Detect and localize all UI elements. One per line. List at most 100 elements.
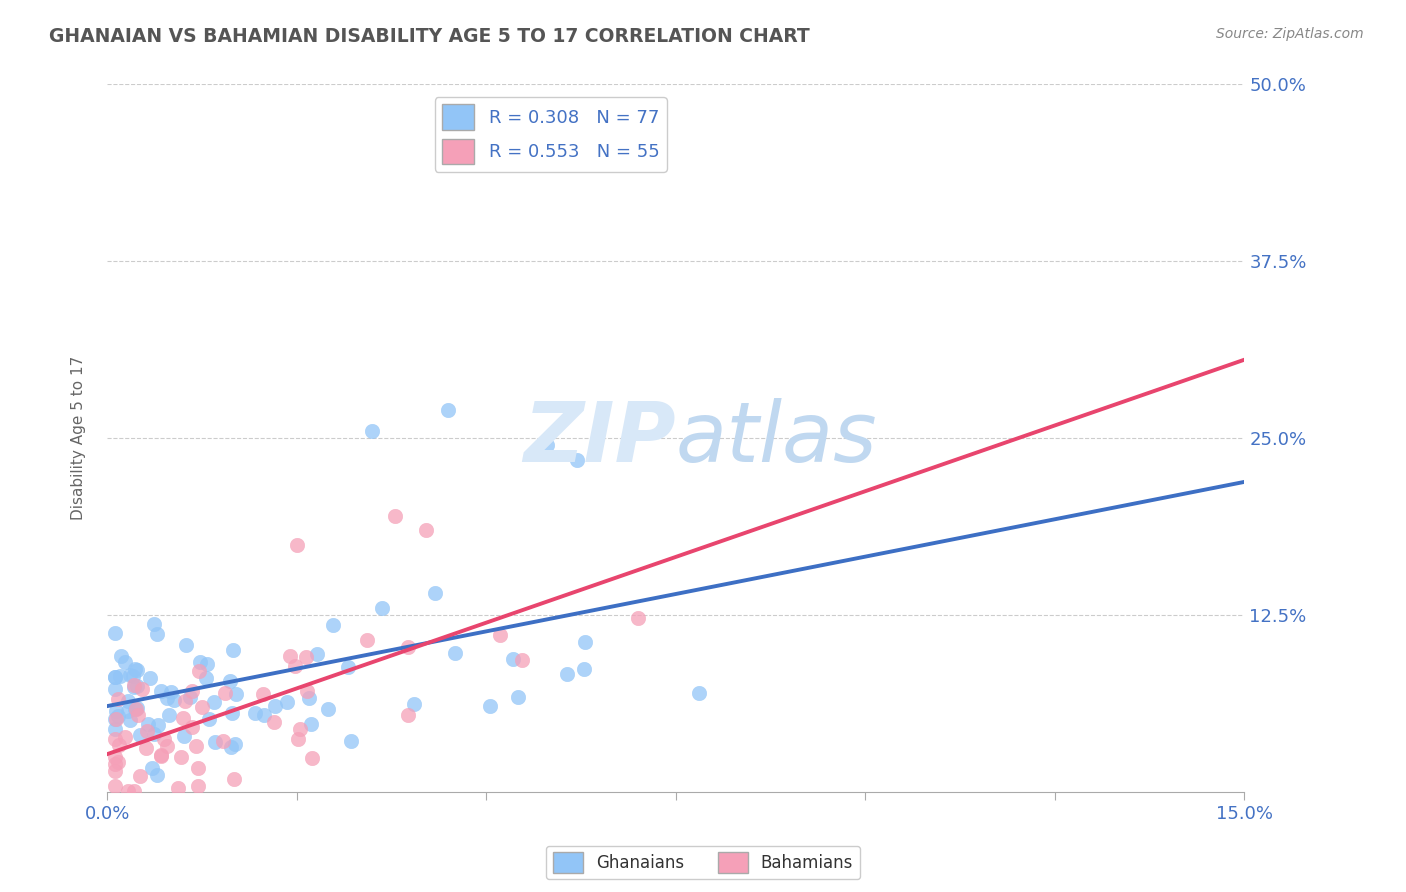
Text: ZIP: ZIP: [523, 398, 676, 479]
Point: [131, 681, 153, 696]
Point: [117, 784, 139, 798]
Point: [222, 772, 245, 786]
Point: [202, 695, 225, 709]
Point: [120, 713, 142, 727]
Point: [322, 618, 344, 632]
Point: [135, 741, 157, 756]
Point: [149, 748, 172, 763]
Point: [110, 649, 132, 664]
Point: [263, 715, 285, 730]
Legend: R = 0.308   N = 77, R = 0.553   N = 55: R = 0.308 N = 77, R = 0.553 N = 55: [434, 97, 666, 171]
Point: [124, 662, 146, 676]
Point: [107, 691, 129, 706]
Point: [356, 632, 378, 647]
Point: [284, 659, 307, 673]
Point: [104, 681, 127, 696]
Point: [105, 712, 128, 726]
Point: [340, 734, 363, 748]
Point: [297, 684, 319, 698]
Point: [301, 750, 323, 764]
Point: [129, 769, 152, 783]
Point: [128, 727, 150, 741]
Point: [124, 702, 146, 716]
Point: [502, 652, 524, 666]
Point: [121, 669, 143, 683]
Point: [124, 702, 146, 716]
Point: [160, 684, 183, 698]
Point: [195, 657, 218, 672]
Point: [104, 764, 127, 779]
Point: [125, 664, 148, 678]
Point: [221, 642, 243, 657]
Point: [107, 708, 129, 723]
Point: [245, 706, 267, 720]
Y-axis label: Disability Age 5 to 17: Disability Age 5 to 17: [72, 356, 86, 521]
Point: [574, 635, 596, 649]
Point: [117, 704, 139, 718]
Point: [264, 698, 287, 713]
Point: [253, 708, 276, 723]
Point: [488, 627, 510, 641]
Text: GHANAIAN VS BAHAMIAN DISABILITY AGE 5 TO 17 CORRELATION CHART: GHANAIAN VS BAHAMIAN DISABILITY AGE 5 TO…: [49, 27, 810, 45]
Point: [156, 690, 179, 705]
Point: [212, 734, 235, 748]
Point: [153, 731, 176, 746]
Point: [225, 687, 247, 701]
Point: [370, 601, 392, 615]
Point: [149, 684, 172, 698]
Point: [127, 708, 149, 723]
Point: [188, 664, 211, 678]
Point: [114, 731, 136, 745]
Point: [117, 694, 139, 708]
Point: [361, 425, 384, 439]
Point: [174, 638, 197, 652]
Point: [104, 712, 127, 726]
Point: [287, 732, 309, 747]
Point: [280, 648, 302, 663]
Point: [627, 610, 650, 624]
Text: Source: ZipAtlas.com: Source: ZipAtlas.com: [1216, 27, 1364, 41]
Point: [172, 711, 194, 725]
Point: [179, 690, 201, 704]
Point: [104, 749, 127, 764]
Point: [143, 727, 166, 741]
Point: [173, 730, 195, 744]
Point: [572, 662, 595, 676]
Point: [157, 708, 180, 723]
Point: [114, 655, 136, 669]
Point: [384, 509, 406, 524]
Point: [276, 695, 298, 709]
Point: [396, 707, 419, 722]
Point: [187, 779, 209, 793]
Point: [141, 762, 163, 776]
Point: [221, 706, 243, 721]
Point: [136, 717, 159, 731]
Point: [536, 438, 558, 452]
Point: [120, 667, 142, 681]
Point: [104, 625, 127, 640]
Point: [415, 524, 437, 538]
Point: [404, 697, 426, 711]
Point: [139, 672, 162, 686]
Point: [184, 739, 207, 753]
Point: [104, 756, 127, 771]
Point: [107, 738, 129, 752]
Point: [146, 718, 169, 732]
Point: [173, 693, 195, 707]
Point: [252, 687, 274, 701]
Point: [187, 761, 209, 775]
Point: [506, 690, 529, 705]
Point: [396, 640, 419, 655]
Point: [149, 749, 172, 764]
Point: [104, 670, 127, 684]
Point: [221, 740, 243, 755]
Point: [104, 731, 127, 746]
Point: [190, 655, 212, 669]
Point: [437, 403, 460, 417]
Point: [194, 671, 217, 685]
Point: [127, 679, 149, 693]
Point: [288, 723, 311, 737]
Point: [305, 648, 328, 662]
Point: [127, 701, 149, 715]
Point: [145, 627, 167, 641]
